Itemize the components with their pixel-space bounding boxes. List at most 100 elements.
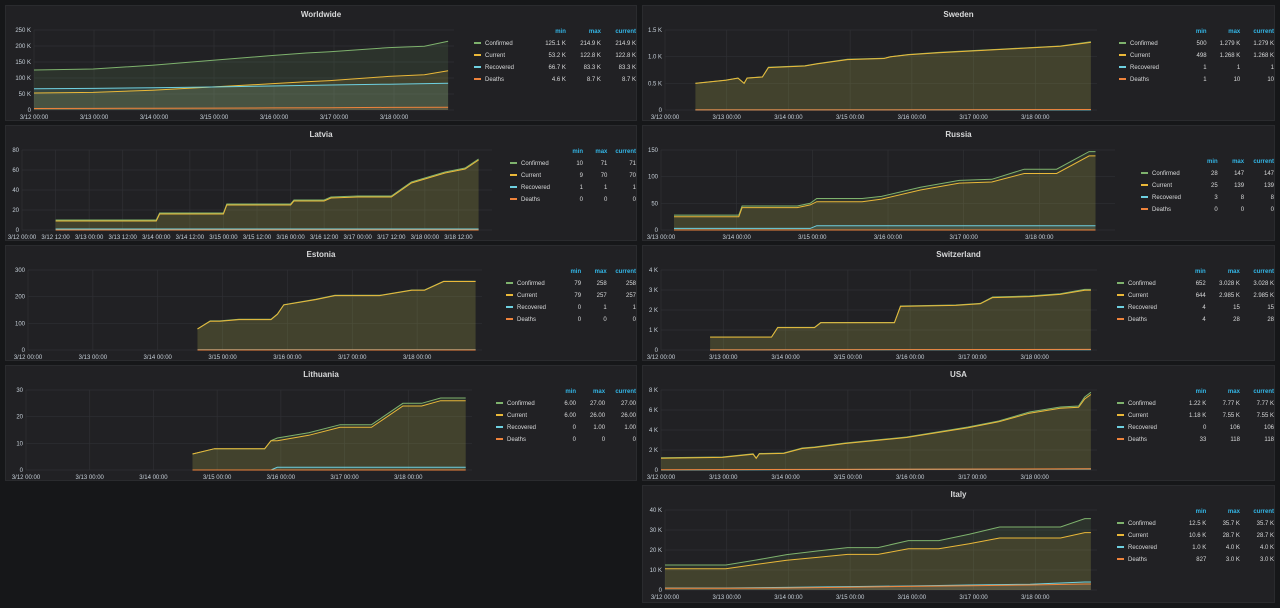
series-line-recovered[interactable]	[33, 82, 449, 90]
legend-row-confirmed[interactable]: Confirmed 1.22 K 7.77 K 7.77 K	[1117, 398, 1274, 410]
panel-worldwide[interactable]: Worldwide 0 50 K 100 K 150 K 200 K 250 K 3/12 …	[5, 5, 637, 121]
legend-row-recovered[interactable]: Recovered 0 106 106	[1117, 422, 1274, 434]
legend-row-recovered[interactable]: Recovered 66.7 K 83.3 K 83.3 K	[474, 62, 636, 74]
series-line-confirmed[interactable]	[55, 158, 479, 221]
panel-title[interactable]: Estonia	[306, 250, 336, 259]
panel-title[interactable]: USA	[950, 370, 967, 379]
legend-row-recovered[interactable]: Recovered 4 15 15	[1117, 302, 1274, 314]
legend-row-deaths[interactable]: Deaths 4 28 28	[1117, 314, 1274, 326]
legend-header-max[interactable]: max	[588, 29, 601, 35]
legend-header-max[interactable]: max	[594, 269, 607, 275]
series-line-current[interactable]	[674, 155, 1096, 218]
panel-russia[interactable]: Russia 0 50 100 150 3/13 00:00 3/14 00:00 3/15…	[642, 125, 1275, 241]
legend-header-min[interactable]: min	[1195, 269, 1206, 275]
legend-row-current[interactable]: Current 1.18 K 7.55 K 7.55 K	[1117, 410, 1274, 422]
panel-title[interactable]: Sweden	[943, 10, 974, 19]
legend-row-confirmed[interactable]: Confirmed 12.5 K 35.7 K 35.7 K	[1117, 518, 1274, 530]
legend-header-max[interactable]: max	[593, 389, 606, 395]
legend-row-current[interactable]: Current 79 257 257	[506, 290, 636, 302]
legend-row-recovered[interactable]: Recovered 1.0 K 4.0 K 4.0 K	[1117, 542, 1274, 554]
legend-row-deaths[interactable]: Deaths 827 3.0 K 3.0 K	[1117, 554, 1274, 566]
series-line-deaths[interactable]	[710, 348, 1091, 351]
legend-header-current[interactable]: current	[615, 149, 636, 155]
legend-row-current[interactable]: Current 53.2 K 122.8 K 122.8 K	[474, 50, 636, 62]
panel-lithuania[interactable]: Lithuania 0 10 20 30 3/12 00:00 3/13 00:00 3/1…	[5, 365, 637, 481]
legend-row-confirmed[interactable]: Confirmed 28 147 147	[1141, 168, 1274, 180]
series-line-deaths[interactable]	[665, 583, 1091, 589]
legend-row-current[interactable]: Current 10.6 K 28.7 K 28.7 K	[1117, 530, 1274, 542]
series-line-deaths[interactable]	[33, 106, 449, 109]
panel-title[interactable]: Worldwide	[300, 10, 342, 19]
series-line-current[interactable]	[33, 70, 449, 94]
legend-row-deaths[interactable]: Deaths 0 0 0	[510, 194, 636, 206]
panel-latvia[interactable]: Latvia 0 20 40 60 80 3/12 00:00 3/12 12:00 3/13…	[5, 125, 637, 241]
legend-header-min[interactable]: min	[565, 389, 576, 395]
legend-row-confirmed[interactable]: Confirmed 125.1 K 214.9 K 214.9 K	[474, 38, 636, 50]
series-line-current[interactable]	[55, 159, 479, 222]
series-line-current[interactable]	[665, 532, 1091, 570]
legend-row-current[interactable]: Current 25 139 139	[1141, 180, 1274, 192]
panel-title[interactable]: Russia	[945, 130, 972, 139]
series-line-recovered[interactable]	[674, 225, 1096, 229]
legend-header-current[interactable]: current	[1253, 29, 1274, 35]
legend-header-current[interactable]: current	[615, 29, 636, 35]
panel-estonia[interactable]: Estonia 0 100 200 300 3/12 00:00 3/13 00:00 3/…	[5, 245, 637, 361]
panel-title[interactable]: Latvia	[309, 130, 333, 139]
legend-row-deaths[interactable]: Deaths 0 0 0	[506, 314, 636, 326]
legend-header-min[interactable]: min	[570, 269, 582, 275]
panel-title[interactable]: Lithuania	[303, 370, 339, 379]
legend-row-deaths[interactable]: Deaths 1 10 10	[1119, 74, 1274, 86]
legend-row-recovered[interactable]: Recovered 1 1 1	[1119, 62, 1274, 74]
series-line-deaths[interactable]	[660, 468, 1091, 471]
legend-row-current[interactable]: Current 6.00 26.00 26.00	[496, 410, 636, 422]
series-line-confirmed[interactable]	[33, 40, 449, 71]
legend-header-min[interactable]: min	[1195, 389, 1207, 395]
legend-row-deaths[interactable]: Deaths 33 118 118	[1117, 434, 1274, 446]
panel-italy[interactable]: Italy 0 10 K 20 K 30 K 40 K 3/12 00:00 3/13 00…	[642, 485, 1275, 603]
panel-sweden[interactable]: Sweden 0 0.5 K 1.0 K 1.5 K 3/12 00:00 3/13 00…	[642, 5, 1275, 121]
panel-switzerland[interactable]: Switzerland 0 1 K 2 K 3 K 4 K 3/12 00:00 3/13 …	[642, 245, 1275, 361]
legend-header-min[interactable]: min	[572, 149, 584, 155]
legend-header-min[interactable]: min	[1195, 29, 1207, 35]
legend-row-recovered[interactable]: Recovered 0 1.00 1.00	[496, 422, 636, 434]
legend-header-max[interactable]: max	[1232, 159, 1245, 165]
legend-header-current[interactable]: current	[1253, 159, 1274, 165]
legend-row-recovered[interactable]: Recovered 0 1 1	[506, 302, 636, 314]
legend-header-current[interactable]: current	[1253, 509, 1274, 515]
legend-header-current[interactable]: current	[615, 269, 636, 275]
legend-header-min[interactable]: min	[1207, 159, 1218, 165]
legend-header-current[interactable]: current	[1253, 389, 1274, 395]
series-line-current[interactable]	[695, 41, 1091, 85]
series-line-current[interactable]	[192, 400, 466, 455]
legend-header-current[interactable]: current	[615, 389, 636, 395]
series-line-confirmed[interactable]	[665, 518, 1091, 566]
panel-title[interactable]: Italy	[950, 490, 967, 499]
legend-row-current[interactable]: Current 9 70 70	[510, 170, 636, 182]
series-line-current[interactable]	[660, 394, 1092, 460]
panel-title[interactable]: Switzerland	[936, 250, 981, 259]
legend-row-recovered[interactable]: Recovered 1 1 1	[510, 182, 636, 194]
legend-row-deaths[interactable]: Deaths 0 0 0	[496, 434, 636, 446]
legend-header-max[interactable]: max	[1227, 389, 1240, 395]
legend-header-max[interactable]: max	[1227, 509, 1240, 515]
legend-row-confirmed[interactable]: Confirmed 500 1.279 K 1.279 K	[1119, 38, 1274, 50]
legend-header-min[interactable]: min	[1195, 509, 1207, 515]
legend-row-current[interactable]: Current 498 1.268 K 1.268 K	[1119, 50, 1274, 62]
legend-header-max[interactable]: max	[595, 149, 608, 155]
legend-header-max[interactable]: max	[1227, 269, 1240, 275]
legend-header-min[interactable]: min	[555, 29, 566, 35]
legend-row-deaths[interactable]: Deaths 0 0 0	[1141, 204, 1274, 216]
legend-header-max[interactable]: max	[1228, 29, 1241, 35]
series-line-current[interactable]	[197, 281, 476, 330]
legend-row-current[interactable]: Current 644 2.985 K 2.985 K	[1117, 290, 1274, 302]
legend-row-confirmed[interactable]: Confirmed 652 3.028 K 3.028 K	[1117, 278, 1274, 290]
panel-usa[interactable]: USA 0 2 K 4 K 6 K 8 K 3/12 00:00 3/13 00:00 3/1…	[642, 365, 1275, 481]
series-line-confirmed[interactable]	[674, 151, 1096, 216]
legend-row-deaths[interactable]: Deaths 4.6 K 8.7 K 8.7 K	[474, 74, 636, 86]
legend-row-recovered[interactable]: Recovered 3 8 8	[1141, 192, 1274, 204]
legend-row-confirmed[interactable]: Confirmed 6.00 27.00 27.00	[496, 398, 636, 410]
legend-row-confirmed[interactable]: Confirmed 10 71 71	[510, 158, 636, 170]
series-line-current[interactable]	[710, 289, 1091, 338]
legend-header-current[interactable]: current	[1253, 269, 1274, 275]
legend-row-confirmed[interactable]: Confirmed 79 258 258	[506, 278, 636, 290]
